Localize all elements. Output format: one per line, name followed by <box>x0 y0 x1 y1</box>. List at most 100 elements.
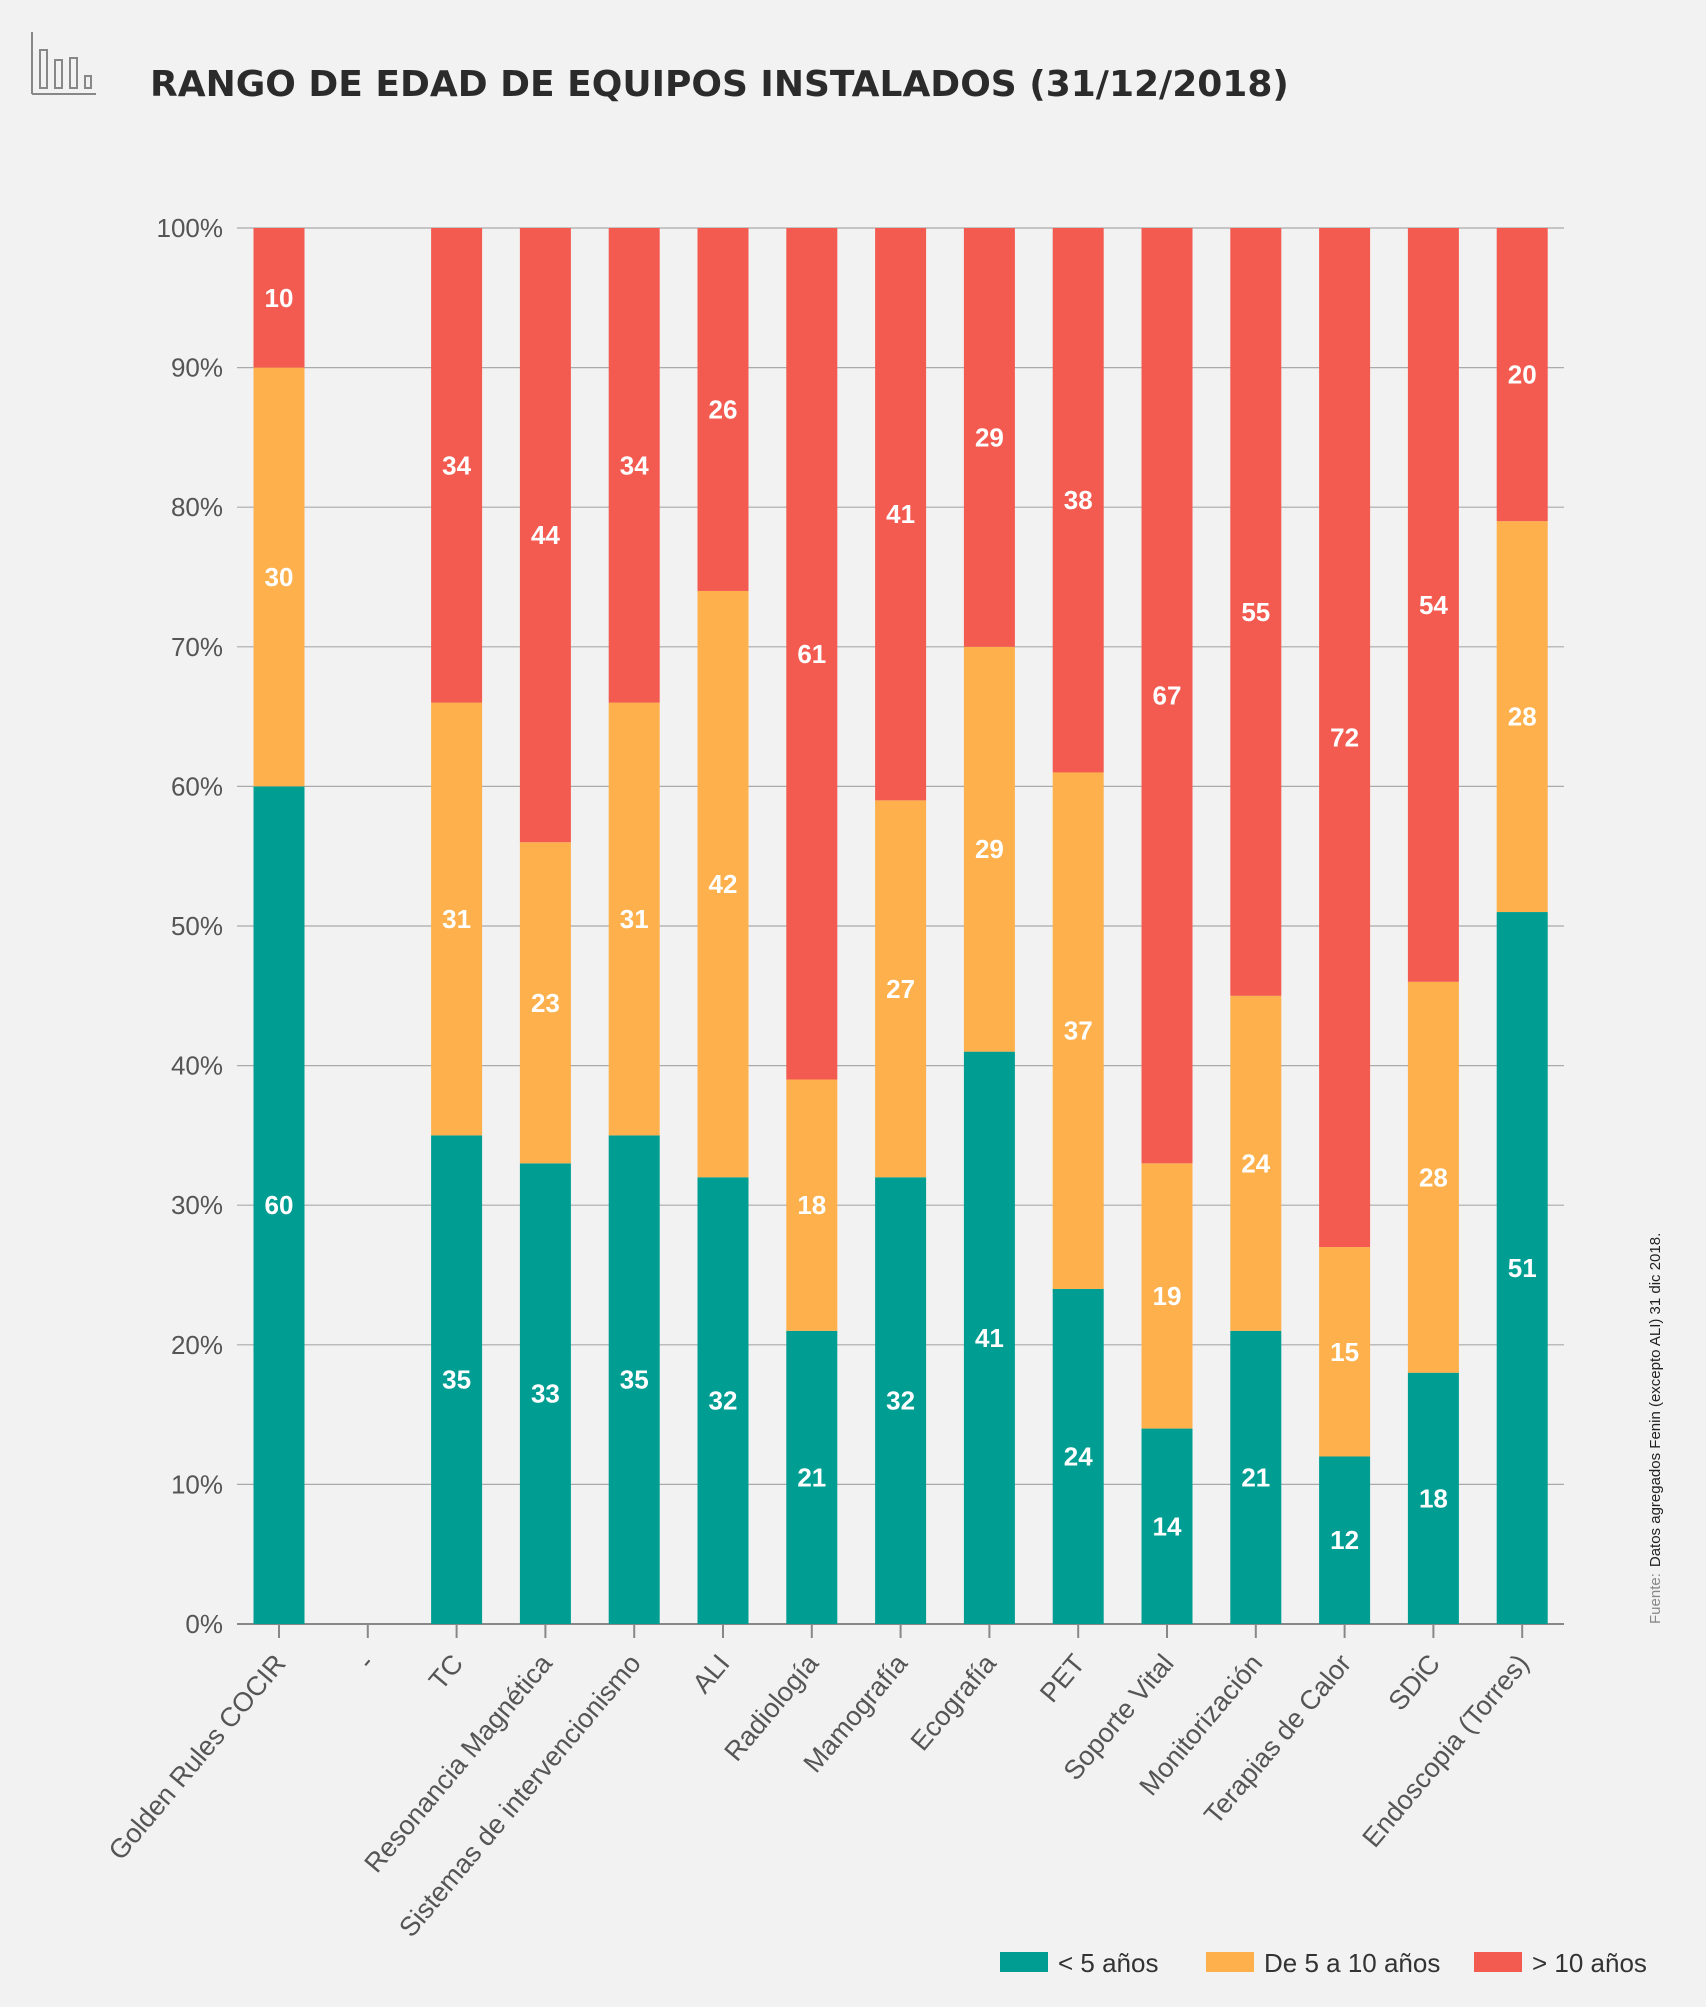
data-label: 31 <box>442 904 471 934</box>
legend-swatch <box>1206 1952 1254 1972</box>
data-label: 35 <box>442 1365 471 1395</box>
legend-swatch <box>1474 1952 1522 1972</box>
bar-segment <box>1052 1288 1104 1624</box>
data-label: 26 <box>709 394 738 424</box>
bar-segment <box>431 702 483 1136</box>
bar-segment <box>1052 772 1104 1289</box>
bar-segment <box>253 786 305 1624</box>
bar-segment <box>963 228 1015 647</box>
data-label: 38 <box>1064 485 1093 515</box>
legend-label: < 5 años <box>1058 1948 1158 1978</box>
data-label: 32 <box>709 1386 738 1416</box>
bar-segment <box>963 1051 1015 1624</box>
bar-segment <box>1407 228 1459 982</box>
y-tick-label: 80% <box>171 492 223 522</box>
data-label: 24 <box>1241 1148 1270 1178</box>
data-label: 18 <box>1419 1483 1448 1513</box>
bar-segment <box>519 842 571 1164</box>
legend-label: De 5 a 10 años <box>1264 1948 1440 1978</box>
bar-segment <box>1496 521 1548 913</box>
y-tick-label: 20% <box>171 1330 223 1360</box>
bar-segment <box>786 228 838 1080</box>
data-label: 37 <box>1064 1016 1093 1046</box>
bar-segment <box>519 1163 571 1624</box>
bar-segment <box>608 702 660 1136</box>
bar-segment <box>1141 1163 1193 1429</box>
data-label: 44 <box>531 520 560 550</box>
bar-segment <box>253 367 305 787</box>
bar-chart-icon <box>31 32 96 95</box>
data-label: 20 <box>1508 360 1537 390</box>
source-note: Fuente: Datos agregados Fenin (excepto AL… <box>1647 1233 1664 1624</box>
data-label: 35 <box>620 1365 649 1395</box>
data-label: 27 <box>886 974 915 1004</box>
data-label: 12 <box>1330 1525 1359 1555</box>
chart-title: RANGO DE EDAD DE EQUIPOS INSTALADOS (31/… <box>150 64 1289 105</box>
bar-segment <box>875 800 927 1178</box>
bar-segment <box>431 1135 483 1624</box>
bar-segment <box>875 228 927 801</box>
data-label: 23 <box>531 988 560 1018</box>
data-label: 28 <box>1419 1162 1448 1192</box>
bar-segment <box>786 1330 838 1624</box>
data-label: 21 <box>797 1462 826 1492</box>
data-label: 61 <box>797 639 826 669</box>
bar-segment <box>1496 912 1548 1624</box>
bar-segment <box>697 228 749 591</box>
x-category-label: ALI <box>687 1649 736 1699</box>
bar-segment <box>963 646 1015 1052</box>
x-category-label: SDiC <box>1383 1649 1446 1717</box>
bar-segment <box>1052 228 1104 773</box>
bar-segment <box>519 228 571 843</box>
data-label: 14 <box>1153 1511 1182 1541</box>
data-label: 34 <box>442 450 471 480</box>
bar-segment <box>697 1177 749 1624</box>
bar-segment <box>697 590 749 1178</box>
bar-segment <box>1496 228 1548 522</box>
x-category-label: Endoscopia (Torres) <box>1357 1649 1535 1853</box>
data-label: 28 <box>1508 702 1537 732</box>
bar-segment <box>1319 228 1371 1248</box>
bar-segment <box>253 228 305 368</box>
y-tick-label: 100% <box>157 213 224 243</box>
y-tick-label: 90% <box>171 353 223 383</box>
bar-segment <box>1319 1456 1371 1624</box>
source-text: Datos agregados Fenin (excepto ALI) 31 d… <box>1647 1233 1664 1567</box>
data-label: 51 <box>1508 1253 1537 1283</box>
y-tick-label: 60% <box>171 771 223 801</box>
bar-segment <box>608 1135 660 1624</box>
source-prefix: Fuente: <box>1647 1573 1664 1624</box>
data-label: 67 <box>1153 681 1182 711</box>
data-label: 10 <box>265 283 294 313</box>
x-category-label: Ecografía <box>905 1648 1003 1757</box>
data-label: 32 <box>886 1386 915 1416</box>
data-label: 33 <box>531 1379 560 1409</box>
y-tick-label: 0% <box>185 1609 223 1639</box>
x-category-label: - <box>352 1649 381 1675</box>
data-label: 29 <box>975 834 1004 864</box>
x-category-label: Golden Rules COCIR <box>103 1649 292 1866</box>
y-tick-label: 30% <box>171 1190 223 1220</box>
data-label: 24 <box>1064 1441 1093 1471</box>
y-tick-label: 10% <box>171 1469 223 1499</box>
bar-segment <box>1141 228 1193 1164</box>
data-label: 30 <box>265 562 294 592</box>
bar-segment <box>875 1177 927 1624</box>
data-label: 15 <box>1330 1337 1359 1367</box>
data-label: 41 <box>886 499 915 529</box>
data-label: 31 <box>620 904 649 934</box>
data-label: 21 <box>1241 1462 1270 1492</box>
bar-segment <box>1230 228 1282 996</box>
legend-label: > 10 años <box>1532 1948 1647 1978</box>
bar-segment <box>1230 995 1282 1331</box>
data-label: 54 <box>1419 590 1448 620</box>
bar-segment <box>1407 1372 1459 1624</box>
data-label: 72 <box>1330 723 1359 753</box>
bar-segment <box>1230 1330 1282 1624</box>
legend-swatch <box>1000 1952 1048 1972</box>
bar-segment <box>608 228 660 703</box>
bar-segment <box>431 228 483 703</box>
y-tick-label: 50% <box>171 911 223 941</box>
data-label: 34 <box>620 450 649 480</box>
